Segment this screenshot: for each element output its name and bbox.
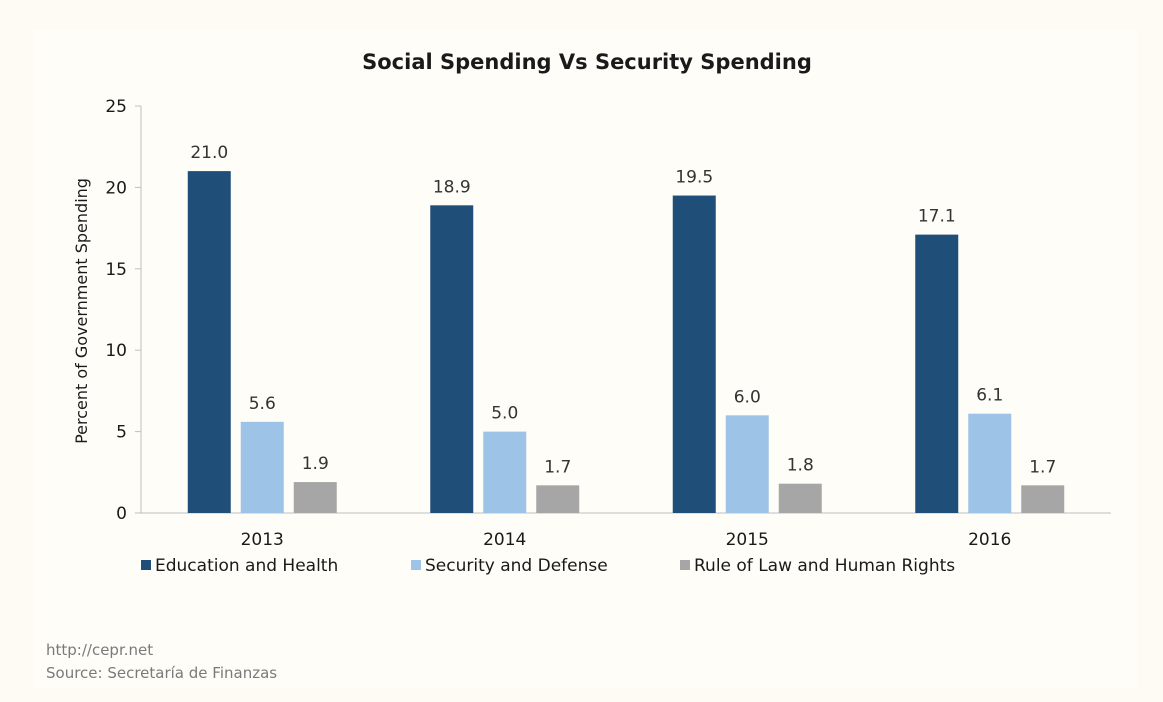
x-tick-label: 2013 bbox=[241, 530, 284, 550]
legend-swatch bbox=[141, 560, 151, 570]
bar bbox=[293, 482, 337, 513]
chart-title: Social Spending Vs Security Spending bbox=[362, 50, 812, 74]
source-note: Source: Secretaría de Finanzas bbox=[46, 664, 278, 682]
bar bbox=[240, 421, 284, 513]
x-tick-label: 2016 bbox=[968, 530, 1011, 550]
data-label: 18.9 bbox=[433, 177, 471, 197]
y-tick-label: 5 bbox=[116, 423, 127, 443]
data-label: 6.1 bbox=[976, 386, 1003, 406]
bar bbox=[725, 415, 769, 513]
legend-label: Education and Health bbox=[155, 556, 338, 576]
bar bbox=[672, 195, 716, 514]
data-label: 17.1 bbox=[918, 207, 956, 227]
bar bbox=[536, 485, 580, 513]
data-label: 19.5 bbox=[675, 168, 713, 188]
chart-footer: http://cepr.net Source: Secretaría de Fi… bbox=[46, 639, 277, 685]
y-tick-label: 0 bbox=[116, 504, 127, 524]
bar bbox=[1021, 485, 1065, 513]
legend-label: Security and Defense bbox=[425, 556, 608, 576]
data-label: 1.7 bbox=[544, 457, 571, 477]
bar bbox=[430, 205, 474, 514]
y-axis-label: Percent of Government Spending bbox=[72, 178, 91, 444]
data-label: 1.8 bbox=[787, 456, 814, 476]
data-label: 21.0 bbox=[190, 143, 228, 163]
bar bbox=[778, 483, 822, 513]
data-label: 5.0 bbox=[491, 404, 518, 424]
y-tick-label: 10 bbox=[105, 341, 127, 361]
bar bbox=[968, 413, 1012, 513]
legend-swatch bbox=[411, 560, 421, 570]
x-tick-label: 2015 bbox=[726, 530, 769, 550]
y-tick-label: 25 bbox=[105, 97, 127, 117]
legend-swatch bbox=[680, 560, 690, 570]
source-url: http://cepr.net bbox=[46, 641, 154, 659]
x-tick-label: 2014 bbox=[483, 530, 526, 550]
data-label: 1.9 bbox=[302, 454, 329, 474]
data-label: 6.0 bbox=[734, 387, 761, 407]
bar bbox=[483, 431, 527, 513]
legend-label: Rule of Law and Human Rights bbox=[694, 556, 955, 576]
bar bbox=[915, 234, 959, 513]
bar bbox=[187, 171, 231, 513]
y-tick-label: 15 bbox=[105, 260, 127, 280]
y-tick-label: 20 bbox=[105, 178, 127, 198]
data-label: 5.6 bbox=[249, 394, 276, 414]
data-label: 1.7 bbox=[1029, 457, 1056, 477]
